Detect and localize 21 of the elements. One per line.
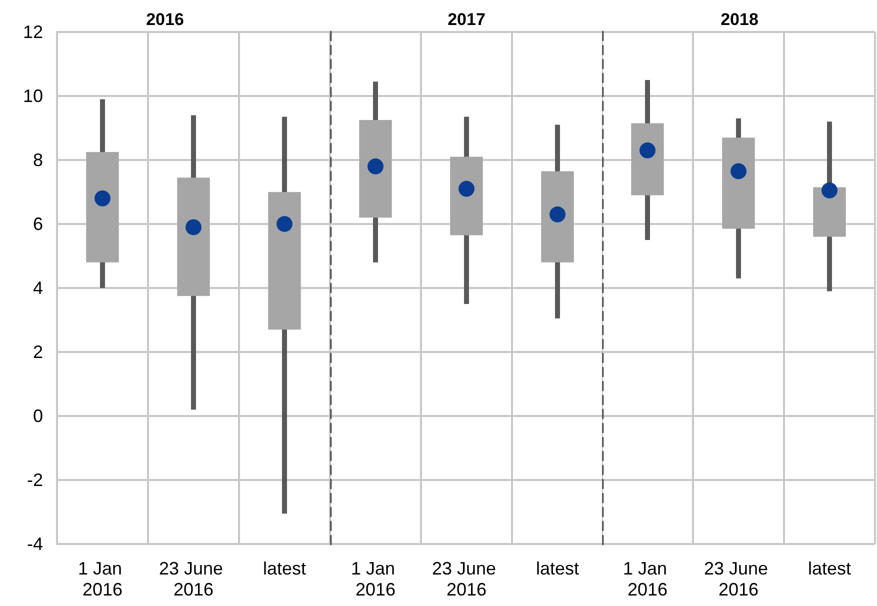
chart-title: 2018	[720, 10, 759, 29]
y-tick-label: 6	[32, 214, 43, 234]
chart-title: 2016	[146, 10, 184, 29]
y-tick-label: -2	[26, 470, 43, 490]
x-tick-label: 23 June 2016	[432, 558, 501, 600]
y-tick-label: -4	[26, 534, 43, 554]
x-tick-label: 1 Jan 2016	[78, 558, 128, 600]
x-tick-label: 1 Jan 2016	[623, 558, 672, 600]
x-tick-label: latest	[262, 558, 306, 578]
x-tick-label: 1 Jan 2016	[350, 558, 400, 600]
y-tick-label: 2	[32, 342, 43, 362]
x-tick-label: latest	[536, 558, 579, 578]
y-tick-label: 0	[32, 406, 43, 426]
chart-title: 2017	[447, 10, 486, 29]
y-tick-label: 10	[22, 86, 43, 106]
x-tick-label: latest	[808, 558, 852, 578]
x-tick-label: 23 June 2016	[704, 558, 774, 600]
y-tick-label: 4	[32, 278, 43, 298]
x-tick-label: 23 June 2016	[158, 558, 228, 600]
y-tick-label: 8	[32, 150, 43, 170]
y-tick-label: 12	[22, 22, 43, 42]
